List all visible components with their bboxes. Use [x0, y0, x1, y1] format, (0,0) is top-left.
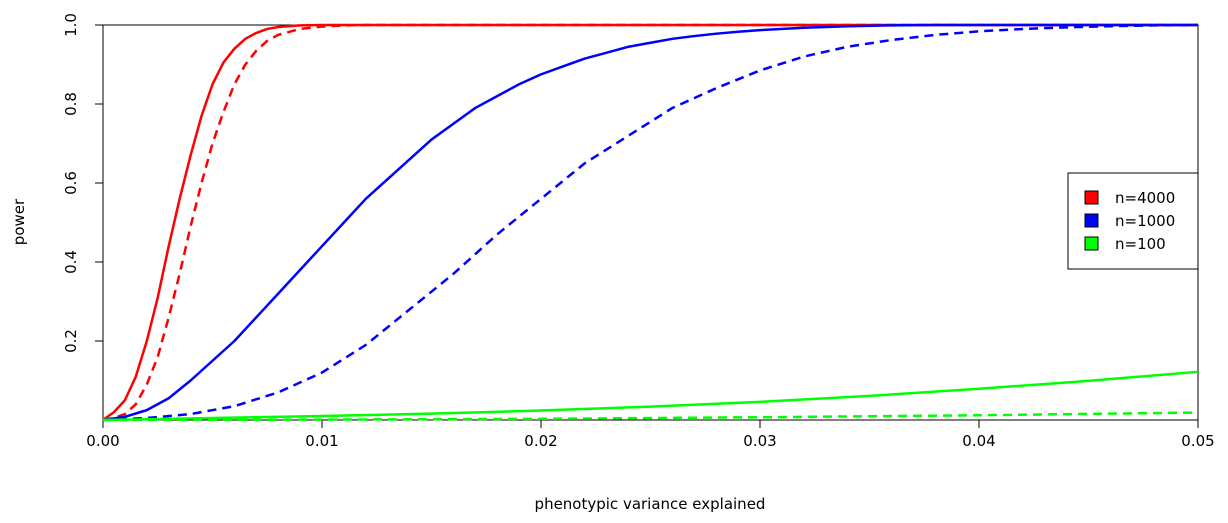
legend-swatch	[1084, 213, 1099, 228]
x-tick-label: 0.03	[743, 432, 776, 450]
series-line	[102, 23, 1198, 422]
plot-frame	[102, 24, 1199, 421]
series-line	[102, 23, 1198, 422]
x-axis-label: phenotypic variance explained	[535, 495, 766, 513]
series-line-dashed	[102, 411, 1199, 422]
legend: n=4000 n=1000 n=100	[1067, 172, 1199, 270]
x-tick-label: 0.05	[1181, 432, 1214, 450]
series-line-dashed	[102, 23, 1198, 422]
y-tick-label: 0.4	[62, 250, 80, 274]
series-line-dashed	[102, 23, 1199, 422]
legend-label: n=100	[1115, 235, 1166, 253]
legend-label: n=4000	[1115, 189, 1175, 207]
x-axis: 0.00 0.01 0.02 0.03 0.04 0.05	[86, 420, 1215, 450]
y-tick-label: 0.6	[62, 171, 80, 195]
legend-swatch	[1084, 190, 1099, 205]
y-tick-label: 0.2	[62, 329, 80, 353]
legend-swatch	[1084, 236, 1099, 251]
y-axis-label: power	[10, 198, 28, 245]
legend-label: n=1000	[1115, 212, 1175, 230]
x-tick-label: 0.01	[305, 432, 338, 450]
y-tick-label: 1.0	[62, 13, 80, 37]
series-line	[102, 370, 1199, 422]
series-layer	[102, 23, 1199, 422]
legend-items: n=4000 n=1000 n=100	[1084, 189, 1175, 253]
x-tick-label: 0.00	[86, 432, 119, 450]
x-tick-label: 0.02	[524, 432, 557, 450]
x-tick-label: 0.04	[962, 432, 995, 450]
y-axis: 0.2 0.4 0.6 0.8 1.0	[62, 13, 103, 353]
y-tick-label: 0.8	[62, 92, 80, 116]
